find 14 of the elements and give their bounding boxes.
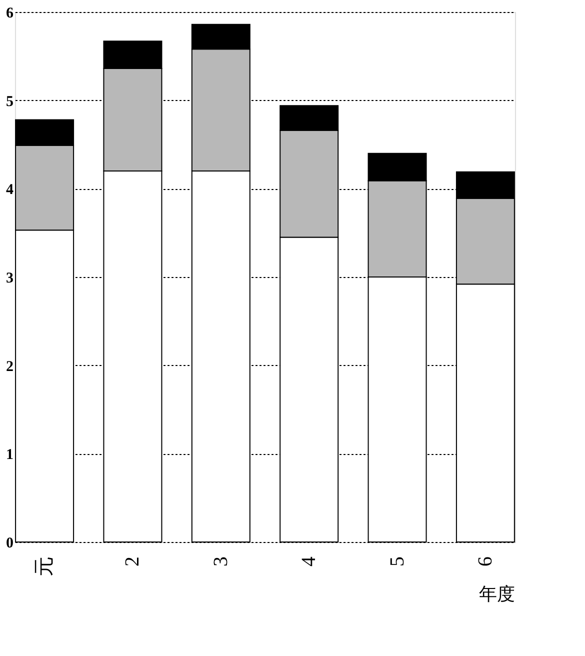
y-tick-label: 4 [6,182,14,198]
x-tick-label: 5 [386,556,408,566]
x-tick-label: 3 [210,556,232,566]
y-tick-label: 0 [6,536,14,552]
x-axis-title: 年度 [479,584,515,604]
y-tick-label: 6 [6,6,14,22]
y-tick-label: 2 [6,358,14,375]
y-tick-label: 1 [6,447,14,464]
x-tick-label: 元 [34,556,56,576]
y-tick-label: 3 [6,270,14,286]
x-tick-label: 6 [474,556,496,566]
x-tick-label: 2 [122,556,144,566]
y-tick-label: 5 [6,94,14,110]
x-tick-label: 4 [298,556,320,566]
